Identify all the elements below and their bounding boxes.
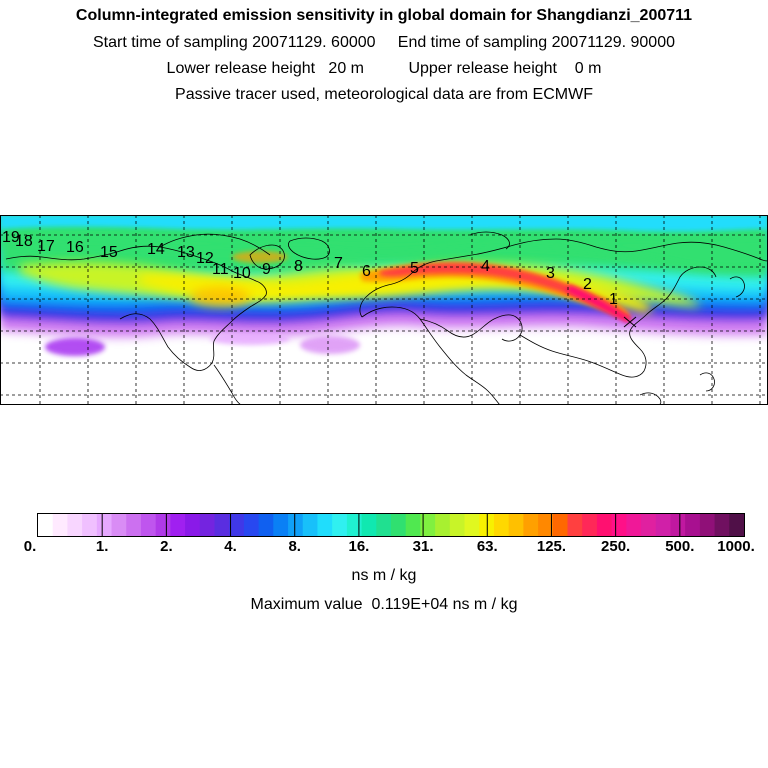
trajectory-day-label: 8 (294, 258, 303, 275)
colorbar-cell (449, 514, 466, 536)
trajectory-day-label: 9 (262, 261, 271, 278)
colorbar-cell (126, 514, 142, 536)
colorbar-cell (538, 514, 554, 536)
trajectory-day-label: 16 (66, 239, 84, 256)
trajectory-day-label: 1 (609, 291, 618, 308)
colorbar-cell (38, 514, 54, 536)
colorbar-cell (714, 514, 730, 536)
release-heights: Lower release height 20 m Upper release … (166, 60, 602, 77)
colorbar-tick-label: 4. (224, 538, 237, 555)
plot-title: Column-integrated emission sensitivity i… (75, 7, 693, 24)
colorbar-cell (729, 514, 745, 536)
tracer-note: Passive tracer used, meteorological data… (175, 86, 593, 103)
colorbar-cell (82, 514, 98, 536)
colorbar-cell (67, 514, 83, 536)
colorbar-cell (155, 514, 171, 536)
colorbar-cells (38, 514, 745, 536)
colorbar-cell (493, 514, 510, 536)
colorbar-tick-label: 8. (288, 538, 301, 555)
colorbar-cell (508, 514, 524, 536)
colorbar-cell (317, 514, 333, 536)
trajectory-day-label: 10 (233, 265, 251, 282)
colorbar-cell (170, 514, 186, 536)
colorbar-tick-label: 63. (476, 538, 498, 555)
colorbar-cell (214, 514, 230, 536)
colorbar-tick-label: 0. (23, 538, 37, 555)
colorbar-cell (302, 514, 318, 536)
colorbar (37, 513, 745, 537)
colorbar-cell (626, 514, 642, 536)
colorbar-dividers (101, 514, 681, 536)
maximum-value: Maximum value 0.119E+04 ns m / kg (250, 596, 518, 613)
trajectory-day-label: 2 (583, 276, 592, 293)
trajectory-day-label: 3 (546, 265, 555, 282)
colorbar-cell (243, 514, 260, 536)
trajectory-day-label: 13 (177, 244, 195, 261)
colorbar-cell (655, 514, 671, 536)
colorbar-cell (96, 514, 113, 536)
colorbar-cell (685, 514, 701, 536)
colorbar-cell (420, 514, 436, 536)
colorbar-tick-label: 1. (95, 538, 109, 555)
trajectory-day-label: 17 (37, 238, 55, 255)
trajectory-day-label: 14 (147, 241, 165, 258)
colorbar-cell (641, 514, 657, 536)
colorbar-cell (273, 514, 289, 536)
colorbar-cell (288, 514, 304, 536)
colorbar-cell (376, 514, 392, 536)
colorbar-cell (699, 514, 716, 536)
trajectory-day-label: 15 (100, 244, 118, 261)
trajectory-day-label: 11 (212, 261, 229, 278)
colorbar-tick-label: 2. (160, 538, 173, 555)
release-site-marker (623, 316, 637, 328)
colorbar-cell (670, 514, 686, 536)
colorbar-cell (229, 514, 245, 536)
colorbar-cell (567, 514, 583, 536)
colorbar-cell (140, 514, 157, 536)
colorbar-tick-label: 31. (412, 538, 434, 555)
colorbar-cell (346, 514, 363, 536)
colorbar-tick-label: 250. (601, 538, 631, 555)
colorbar-cell (464, 514, 480, 536)
colorbar-cell (185, 514, 201, 536)
trajectory-day-label: 18 (15, 233, 33, 250)
colorbar-cell (199, 514, 215, 536)
colorbar-cell (552, 514, 568, 536)
coastlines (5, 231, 768, 405)
trajectory-day-label: 6 (362, 263, 371, 280)
colorbar-tick-label: 500. (665, 538, 695, 555)
colorbar-frame (37, 513, 745, 537)
map-gridlines (0, 215, 768, 405)
sensitivity-field (0, 215, 768, 356)
colorbar-cell (596, 514, 613, 536)
colorbar-cell (611, 514, 627, 536)
trajectory-day-label: 5 (410, 260, 419, 277)
trajectory-day-label: 19 (2, 229, 20, 246)
colorbar-unit: ns m / kg (351, 567, 417, 584)
trajectory-day-label: 7 (334, 255, 343, 272)
colorbar-cell (52, 514, 68, 536)
colorbar-cell (405, 514, 421, 536)
colorbar-cell (391, 514, 407, 536)
colorbar-cell (361, 514, 377, 536)
sampling-times: Start time of sampling 20071129. 60000 E… (92, 34, 675, 51)
colorbar-tick-label: 125. (536, 538, 567, 555)
colorbar-cell (332, 514, 348, 536)
colorbar-cell (258, 514, 274, 536)
colorbar-cell (435, 514, 451, 536)
trajectory-day-label: 4 (481, 258, 490, 275)
colorbar-tick-label: 1000. (717, 538, 755, 555)
trajectory-day-label: 12 (196, 250, 214, 267)
colorbar-cell (582, 514, 598, 536)
colorbar-cell (523, 514, 539, 536)
colorbar-tick-label: 16. (348, 538, 370, 555)
colorbar-cell (111, 514, 127, 536)
